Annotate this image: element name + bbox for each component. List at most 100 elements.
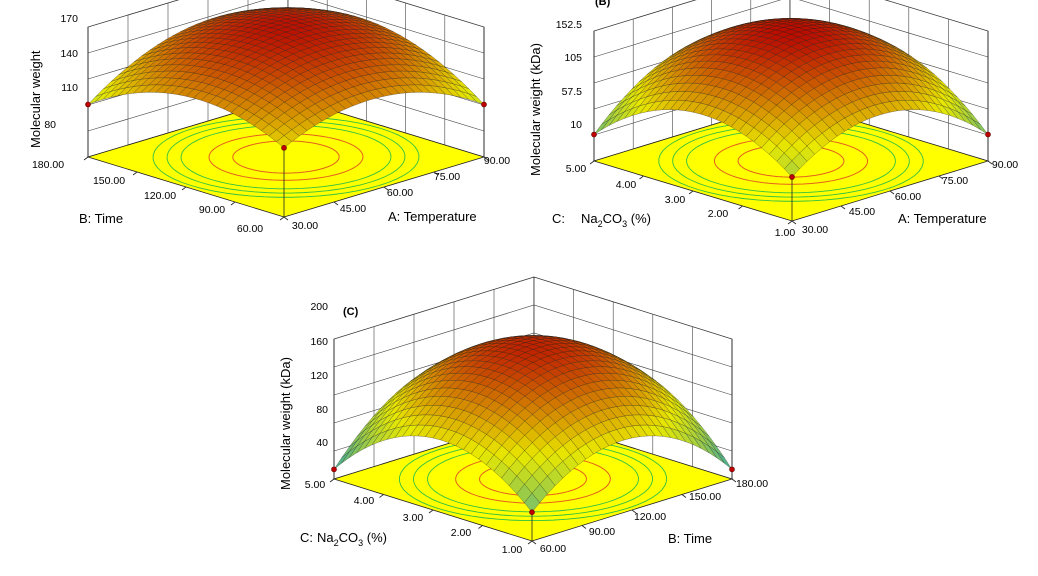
panel-a-y-tick-label: 180.00 xyxy=(32,159,64,171)
panel-a-z-tick-label: 170 xyxy=(60,13,78,25)
panel-c-y-tick-label: 2.00 xyxy=(451,527,472,539)
panel-c-z-tick-label: 80 xyxy=(316,404,328,416)
design-points xyxy=(85,101,487,217)
panel-c-z-axis-title: Molecular weight (kDa) xyxy=(278,357,293,490)
design-point xyxy=(331,466,337,473)
y-axis-tick xyxy=(83,156,89,161)
surface-facet xyxy=(784,160,800,178)
panel-a-x-axis-title: A: Temperature xyxy=(388,209,477,224)
surface-facet xyxy=(524,493,540,513)
panel-c-y-tick-label: 3.00 xyxy=(403,512,424,524)
y-axis-tick xyxy=(688,190,694,195)
panel-b-y-axis-co: CO xyxy=(603,211,623,226)
panel-b-z-tick-label: 152.5 xyxy=(556,19,582,31)
y-axis-tick xyxy=(181,186,187,191)
panel-c-y-axis-prefix: C: xyxy=(300,530,313,545)
y-axis-tick xyxy=(132,171,138,176)
panel-c-y-axis-co: CO xyxy=(339,530,359,545)
panel-a-x-tick-label: 60.00 xyxy=(387,187,413,199)
panel-a-z-axis-title: Molecular weight xyxy=(28,50,43,148)
panel-c-z-tick-label: 160 xyxy=(310,336,328,348)
y-axis-tick xyxy=(329,478,335,483)
panel-b-y-tick-label: 4.00 xyxy=(616,179,637,191)
x-axis-tick xyxy=(938,175,944,180)
gridline xyxy=(87,0,485,54)
panel-a-z-tick-label: 140 xyxy=(60,48,78,60)
x-axis-tick xyxy=(791,220,797,225)
panel-c-y-axis-sub2: 3 xyxy=(358,538,363,548)
x-axis-tick xyxy=(731,478,737,483)
panel-b-x-tick-label: 60.00 xyxy=(895,191,921,203)
panel-b-x-tick-label: 75.00 xyxy=(942,175,968,187)
design-point xyxy=(85,101,91,108)
design-point xyxy=(789,174,795,180)
panel-c-y-axis-suffix: (%) xyxy=(363,530,387,545)
panel-a-x-tick-label: 90.00 xyxy=(484,155,510,167)
design-points xyxy=(591,131,991,221)
panel-c-z-tick-label: 120 xyxy=(310,370,328,382)
panel-a-y-tick-label: 60.00 xyxy=(237,223,263,235)
x-axis-tick xyxy=(631,509,637,514)
panel-c-y-axis-title: C: Na2CO3 (%) xyxy=(300,530,387,548)
panel-c-x-tick-label: 60.00 xyxy=(540,543,566,555)
panel-b-z-tick-label: 10 xyxy=(570,119,582,131)
x-axis-tick xyxy=(840,205,846,210)
x-axis-tick xyxy=(581,525,587,529)
panel-b-z-tick-label: 57.5 xyxy=(562,86,583,98)
panel-c-y-tick-label: 1.00 xyxy=(502,544,523,556)
panel-b-y-tick-label: 2.00 xyxy=(708,208,729,220)
panel-a-x-tick-label: 75.00 xyxy=(434,171,460,183)
panel-c-x-tick-label: 180.00 xyxy=(736,478,768,490)
x-axis-tick xyxy=(433,171,439,176)
y-axis-tick xyxy=(787,220,793,225)
x-axis-tick xyxy=(383,186,389,191)
panel-b-x-tick-label: 45.00 xyxy=(849,206,875,218)
panel-c-x-tick-label: 90.00 xyxy=(589,526,615,538)
y-axis-tick xyxy=(738,205,743,210)
response-surface xyxy=(593,18,989,178)
x-axis-tick xyxy=(889,190,895,195)
design-point xyxy=(481,101,487,108)
panel-b-z-tick-label: 105 xyxy=(564,52,582,64)
y-axis-tick xyxy=(589,160,595,165)
panel-b-y-axis-na: Na xyxy=(581,211,598,226)
panel-c-y-axis-sub1: 2 xyxy=(334,538,339,548)
panel-c-y-tick-label: 4.00 xyxy=(354,495,375,507)
panel-a-x-tick-label: 45.00 xyxy=(340,203,366,215)
panel-c-y-axis-na: Na xyxy=(317,530,334,545)
panel-a-temperature-time xyxy=(83,0,489,221)
y-axis-tick xyxy=(639,175,644,180)
design-point xyxy=(591,131,597,138)
panel-a-y-axis-title: B: Time xyxy=(79,211,123,226)
y-axis-tick xyxy=(230,201,236,206)
panel-a-z-tick-label: 110 xyxy=(61,82,78,94)
x-axis-tick xyxy=(283,216,289,221)
contour-line xyxy=(232,140,340,174)
panel-b-z-axis-title: Molecular weight (kDa) xyxy=(528,43,543,176)
x-axis-tick xyxy=(333,201,339,206)
response-surface xyxy=(87,7,485,148)
panel-c-x-axis-title: B: Time xyxy=(668,531,712,546)
design-point xyxy=(985,131,991,138)
gridline xyxy=(333,332,733,396)
panel-b-temperature-na2co3 xyxy=(589,0,993,225)
panel-b-y-tick-label: 1.00 xyxy=(775,227,796,239)
panel-a-y-tick-label: 120.00 xyxy=(144,190,176,202)
panel-c-z-tick-label: 200 xyxy=(310,301,328,313)
y-axis-tick xyxy=(478,525,483,529)
y-axis-tick xyxy=(527,540,533,545)
gridline xyxy=(593,0,989,58)
design-point xyxy=(529,509,535,516)
panel-b-y-axis-sub2: 3 xyxy=(622,219,627,229)
panel-c-label: (C) xyxy=(343,306,359,318)
panel-b-x-tick-label: 30.00 xyxy=(802,224,828,236)
panel-a-y-tick-label: 150.00 xyxy=(93,175,125,187)
panel-b-y-axis-suffix: (%) xyxy=(627,211,651,226)
y-axis-tick xyxy=(379,494,384,498)
panel-c-x-tick-label: 150.00 xyxy=(689,491,721,503)
y-axis-tick xyxy=(428,509,434,514)
panel-b-y-tick-label: 5.00 xyxy=(566,163,587,175)
panel-a-z-tick-label: 80 xyxy=(44,119,56,131)
y-axis-tick xyxy=(279,216,285,221)
x-axis-tick xyxy=(681,494,687,498)
